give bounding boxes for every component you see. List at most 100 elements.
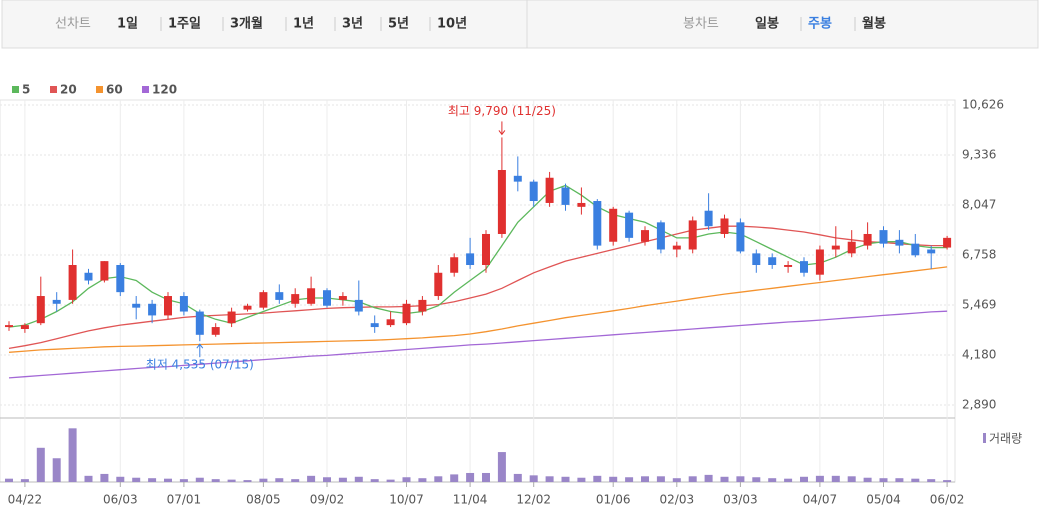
tab-button[interactable]: 3년 [342, 17, 363, 32]
annotation-arrowhead [196, 343, 204, 349]
candle-body [354, 299, 363, 312]
x-tick-label: 02/03 [660, 493, 695, 507]
candle-body [338, 296, 347, 300]
volume-bar [418, 478, 427, 482]
volume-bar [815, 475, 824, 482]
candle-body [482, 233, 490, 266]
y-tick-label: 2,890 [962, 398, 996, 412]
candle-body [36, 296, 45, 324]
volume-bar [148, 478, 157, 482]
candle-body [243, 305, 252, 310]
candle-body [179, 296, 188, 312]
candle-body [688, 220, 697, 250]
candle-body [704, 210, 713, 227]
candle-body [68, 265, 77, 300]
volume-bar [593, 475, 602, 482]
volume-bar [402, 477, 411, 482]
tab-button[interactable]: 주봉 [808, 17, 832, 32]
candle-body [656, 222, 665, 250]
volume-bar [943, 480, 952, 482]
volume-bar [641, 476, 649, 482]
tab-button[interactable]: 1주일 [168, 17, 201, 32]
volume-bar [323, 477, 331, 482]
volume-bar [164, 478, 172, 482]
candle-body [784, 265, 793, 267]
candle-body [164, 296, 172, 316]
volume-bar [847, 476, 856, 482]
volume-bar [434, 476, 443, 482]
volume-bar [243, 480, 252, 482]
tab-button[interactable]: 월봉 [862, 16, 886, 32]
volume-bar [116, 476, 125, 482]
volume-bar [275, 478, 284, 482]
candle-body [386, 319, 395, 326]
candle-body [815, 249, 824, 275]
moving-average-line [8, 266, 948, 353]
candle-body [116, 265, 125, 293]
x-tick-label: 05/04 [866, 493, 901, 507]
x-tick-label: 06/03 [103, 493, 138, 507]
candle-body [561, 187, 570, 205]
y-tick-label: 4,180 [962, 347, 996, 361]
volume-bar [736, 476, 745, 482]
volume-bar [497, 452, 506, 482]
candle-body [291, 294, 300, 304]
candle-body [370, 323, 379, 328]
candle-body [863, 233, 872, 246]
volume-bar [768, 478, 777, 482]
plot-frame [0, 99, 956, 483]
volume-bar [720, 476, 729, 482]
volume-bar [863, 477, 872, 482]
tab-button[interactable]: 5년 [388, 17, 409, 32]
tab-label: 선차트 [55, 17, 91, 32]
tab-button[interactable]: 1년 [293, 17, 314, 32]
candle-body [831, 245, 840, 250]
x-tick-label: 04/22 [8, 493, 43, 507]
volume-bar [179, 479, 188, 482]
volume-bar [513, 473, 522, 482]
candle-body [911, 243, 920, 256]
y-tick-label: 5,469 [962, 297, 996, 311]
legend-swatch [50, 86, 57, 93]
legend-swatch [142, 86, 149, 93]
volume-bar [688, 476, 697, 482]
volume-bar [307, 475, 316, 482]
candle-body [20, 325, 29, 329]
volume-bar [895, 478, 904, 482]
volume-bar [227, 479, 236, 482]
volume-bar [338, 477, 347, 482]
x-tick-label: 12/02 [516, 493, 551, 507]
volume-bar [20, 479, 29, 482]
candle-body [847, 241, 856, 254]
volume-bar [211, 479, 220, 482]
y-tick-label: 6,758 [962, 248, 996, 262]
volume-bar [482, 472, 490, 482]
tab-button[interactable]: 일봉 [755, 17, 779, 32]
candle-body [52, 299, 61, 304]
candle-body [5, 325, 13, 328]
legend-swatch [12, 86, 19, 93]
volume-bar [704, 474, 713, 482]
candle-body [768, 257, 777, 266]
volume-bar [672, 478, 681, 482]
x-tick-label: 07/01 [167, 493, 202, 507]
tab-button[interactable]: 1일 [117, 17, 138, 32]
tab-button[interactable]: 10년 [437, 17, 467, 32]
volume-bar [354, 476, 363, 482]
volume-bar [36, 447, 45, 482]
x-tick-label: 09/02 [310, 493, 345, 507]
candle-body [927, 249, 936, 254]
candle-body [195, 311, 204, 335]
volume-bar [752, 477, 761, 482]
volume-bar [370, 479, 379, 482]
candle-body [227, 311, 236, 324]
tab-bar [1, 0, 1039, 49]
tab-button[interactable]: 3개월 [230, 16, 263, 32]
x-tick-label: 03/03 [723, 493, 758, 507]
candle-body [497, 169, 506, 234]
candle-body [545, 177, 554, 203]
volume-bar [609, 476, 618, 482]
x-tick-label: 01/06 [596, 493, 631, 507]
volume-legend-swatch [983, 433, 986, 443]
